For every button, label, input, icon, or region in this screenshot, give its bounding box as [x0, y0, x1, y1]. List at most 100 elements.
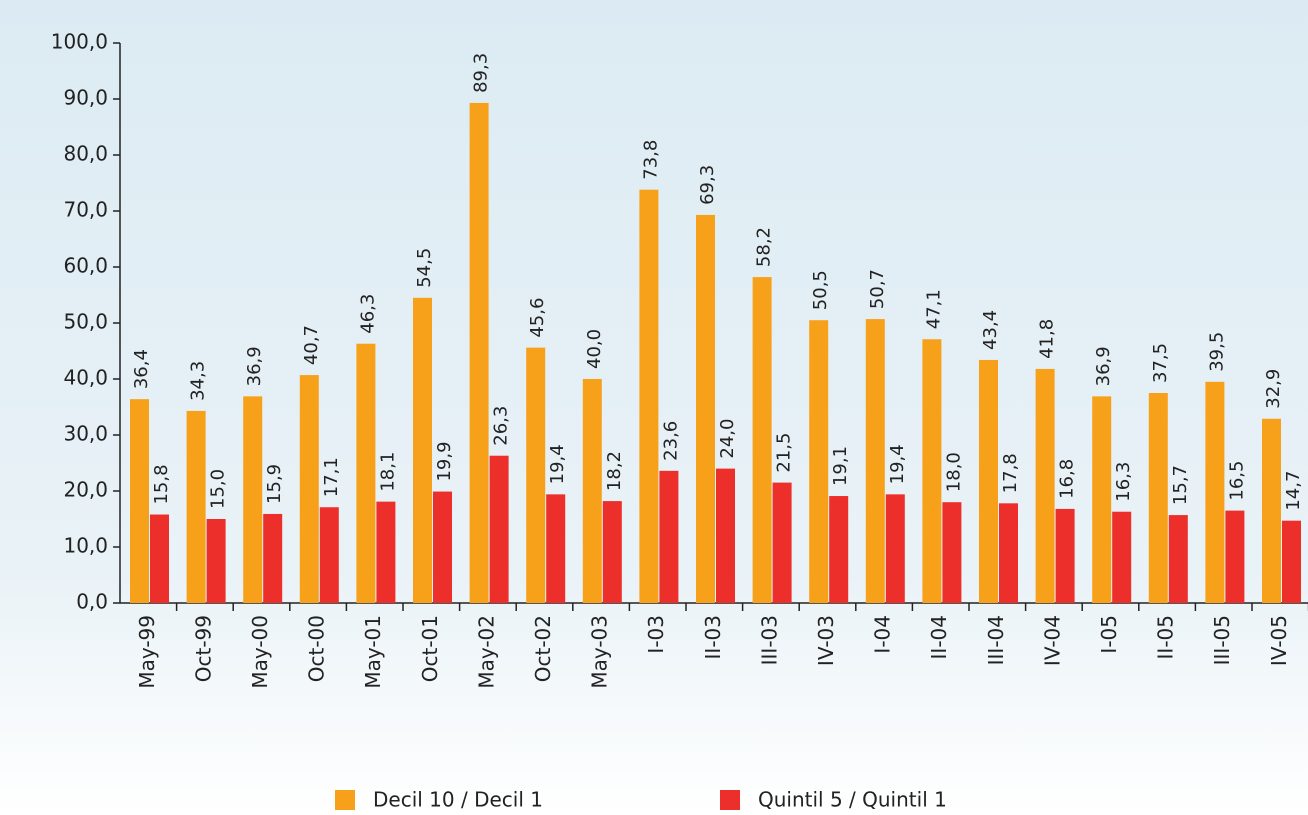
data-label: 47,1 [923, 289, 944, 329]
bar [885, 494, 905, 603]
bar [150, 514, 169, 603]
y-tick-label: 10,0 [63, 534, 108, 558]
legend-label: Decil 10 / Decil 1 [373, 788, 543, 812]
data-label: 34,3 [188, 361, 209, 401]
y-tick-label: 80,0 [63, 142, 108, 166]
legend-label: Quintil 5 / Quintil 1 [758, 788, 947, 812]
bar [489, 455, 509, 603]
y-tick-label: 40,0 [63, 366, 108, 390]
bar [696, 214, 715, 604]
data-label: 58,2 [754, 227, 775, 267]
y-tick-label: 50,0 [63, 310, 108, 334]
y-tick-label: 20,0 [63, 478, 108, 502]
data-label: 15,9 [264, 464, 285, 504]
y-tick-label: 30,0 [63, 422, 108, 446]
bar [206, 519, 226, 603]
data-label: 39,5 [1206, 332, 1227, 372]
bar [716, 468, 735, 603]
bar [1035, 368, 1055, 603]
y-tick-label: 90,0 [63, 86, 108, 110]
x-tick-label: I-04 [871, 615, 895, 654]
bar [752, 277, 772, 603]
bar [659, 470, 679, 603]
bar [376, 501, 396, 603]
bar [356, 343, 376, 603]
bar [1205, 381, 1225, 603]
x-tick-label: May-03 [588, 615, 612, 689]
x-tick-label: IV-05 [1267, 615, 1291, 666]
x-tick-label: Oct-00 [305, 615, 329, 682]
data-label: 19,4 [887, 444, 908, 484]
bar [1168, 515, 1188, 603]
bar [1282, 520, 1301, 603]
bar [263, 513, 283, 603]
data-label: 23,6 [660, 421, 681, 461]
bar [186, 410, 206, 603]
legend-swatch [720, 790, 740, 810]
bar [130, 399, 149, 603]
bar [829, 496, 849, 603]
data-label: 18,0 [943, 452, 964, 492]
y-tick-label: 60,0 [63, 254, 108, 278]
data-label: 36,4 [131, 349, 152, 389]
bar [809, 320, 829, 603]
x-tick-label: I-05 [1097, 615, 1121, 654]
x-tick-label: II-04 [927, 615, 951, 659]
bar [772, 482, 792, 603]
data-label: 45,6 [527, 298, 548, 338]
data-label: 73,8 [640, 140, 661, 180]
x-tick-label: May-99 [135, 615, 159, 689]
data-label: 32,9 [1263, 369, 1284, 409]
y-tick-label: 70,0 [63, 198, 108, 222]
data-label: 15,0 [208, 469, 229, 509]
bar [319, 507, 339, 603]
x-tick-label: Oct-02 [531, 615, 555, 682]
data-label: 36,9 [244, 346, 265, 386]
data-label: 54,5 [414, 248, 435, 288]
data-label: 16,3 [1113, 462, 1134, 502]
data-label: 14,7 [1283, 471, 1304, 511]
bar [433, 491, 452, 603]
bar [546, 494, 566, 603]
x-tick-label: May-00 [248, 615, 272, 689]
x-tick-label: I-03 [644, 615, 668, 654]
data-label: 26,3 [491, 406, 512, 446]
y-tick-label: 0,0 [76, 590, 108, 614]
data-label: 40,7 [301, 325, 322, 365]
bar [413, 297, 432, 603]
data-label: 18,1 [377, 452, 398, 492]
bar [1092, 396, 1112, 603]
data-label: 18,2 [604, 451, 625, 491]
data-label: 37,5 [1150, 343, 1171, 383]
data-label: 40,0 [584, 329, 605, 369]
bar [942, 502, 962, 603]
data-label: 50,5 [810, 270, 831, 310]
bar [999, 503, 1018, 603]
x-tick-label: II-03 [701, 615, 725, 659]
data-label: 17,1 [321, 457, 342, 497]
bar [1055, 508, 1075, 603]
x-tick-label: III-04 [984, 615, 1008, 665]
data-label: 50,7 [867, 269, 888, 309]
bar [1112, 511, 1132, 603]
data-label: 89,3 [471, 53, 492, 93]
data-label: 21,5 [774, 433, 795, 473]
data-label: 36,9 [1093, 346, 1114, 386]
data-label: 15,7 [1170, 465, 1191, 505]
data-label: 15,8 [151, 464, 172, 504]
x-tick-label: II-05 [1154, 615, 1178, 659]
x-tick-label: IV-03 [814, 615, 838, 666]
bar [979, 359, 998, 603]
bar [922, 339, 942, 603]
x-tick-label: May-01 [361, 615, 385, 689]
x-tick-label: III-03 [757, 615, 781, 665]
bar [865, 319, 885, 603]
data-label: 41,8 [1037, 319, 1058, 359]
x-tick-label: IV-04 [1040, 615, 1064, 666]
data-label: 69,3 [697, 165, 718, 205]
bar [639, 189, 659, 603]
data-label: 19,9 [434, 441, 455, 481]
bar [299, 375, 319, 603]
bar [469, 102, 489, 604]
